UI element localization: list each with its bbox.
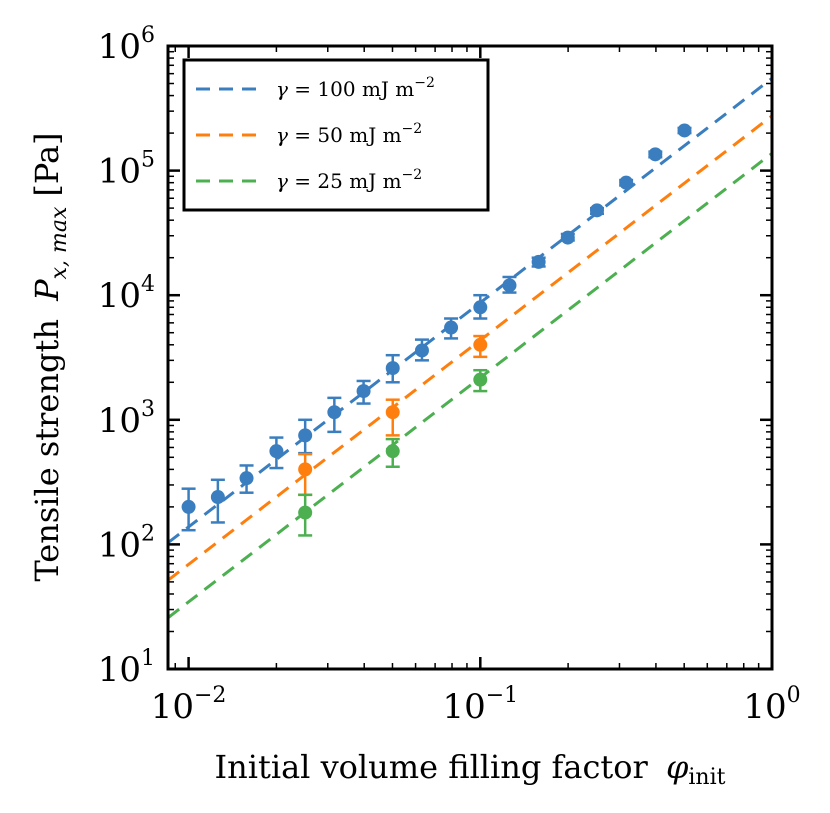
data-point [619, 175, 634, 190]
y-tick-label: 101 [98, 646, 155, 690]
data-point [356, 384, 371, 399]
y-tick-label: 105 [98, 148, 155, 192]
legend-label: γ = 50 mJ m−2 [276, 121, 422, 147]
data-point [677, 123, 692, 138]
x-tick-label: 100 [743, 683, 800, 727]
data-point [473, 372, 488, 387]
data-point [414, 343, 429, 358]
data-point [444, 320, 459, 335]
data-point [648, 147, 663, 162]
data-point [385, 361, 400, 376]
y-tick-label: 104 [98, 272, 155, 316]
series-0 [168, 77, 772, 544]
fit-line [168, 77, 772, 544]
y-axis-label: Tensile strength Px, max[Pa] [28, 132, 72, 581]
data-point [298, 428, 313, 443]
data-point [385, 444, 400, 459]
data-point [239, 471, 254, 486]
plot-frame [166, 44, 774, 671]
data-point [473, 300, 488, 315]
legend: γ = 100 mJ m−2 γ = 50 mJ m−2 γ = 25 mJ m−2 [182, 58, 490, 212]
data-point [269, 444, 284, 459]
x-tick-label: 10−2 [151, 683, 227, 727]
axis-ticks [168, 44, 774, 671]
x-axis-label: Initial volume filling factor φinit [215, 748, 726, 790]
legend-label: γ = 100 mJ m−2 [276, 75, 435, 101]
data-point [298, 505, 313, 520]
data-point [589, 203, 604, 218]
data-point [560, 230, 575, 245]
data-point [385, 405, 400, 420]
legend-box [182, 58, 490, 212]
data-point [210, 490, 225, 505]
fit-line [168, 152, 772, 619]
axis-tick-labels: 10−2 10−1 100 101 102 103 104 105 106 [98, 23, 801, 727]
y-tick-label: 103 [98, 397, 155, 441]
x-tick-label: 10−1 [442, 683, 518, 727]
data-point [298, 462, 313, 477]
data-point [473, 337, 488, 352]
legend-label: γ = 25 mJ m−2 [276, 167, 422, 193]
y-tick-label: 102 [98, 521, 155, 565]
fit-line [168, 114, 772, 582]
data-point [531, 254, 546, 269]
data-point [181, 499, 196, 514]
series-2 [168, 152, 772, 619]
y-tick-label: 106 [98, 23, 155, 67]
data-point [502, 278, 517, 293]
data-point [327, 405, 342, 420]
data-series-layer [168, 77, 772, 619]
